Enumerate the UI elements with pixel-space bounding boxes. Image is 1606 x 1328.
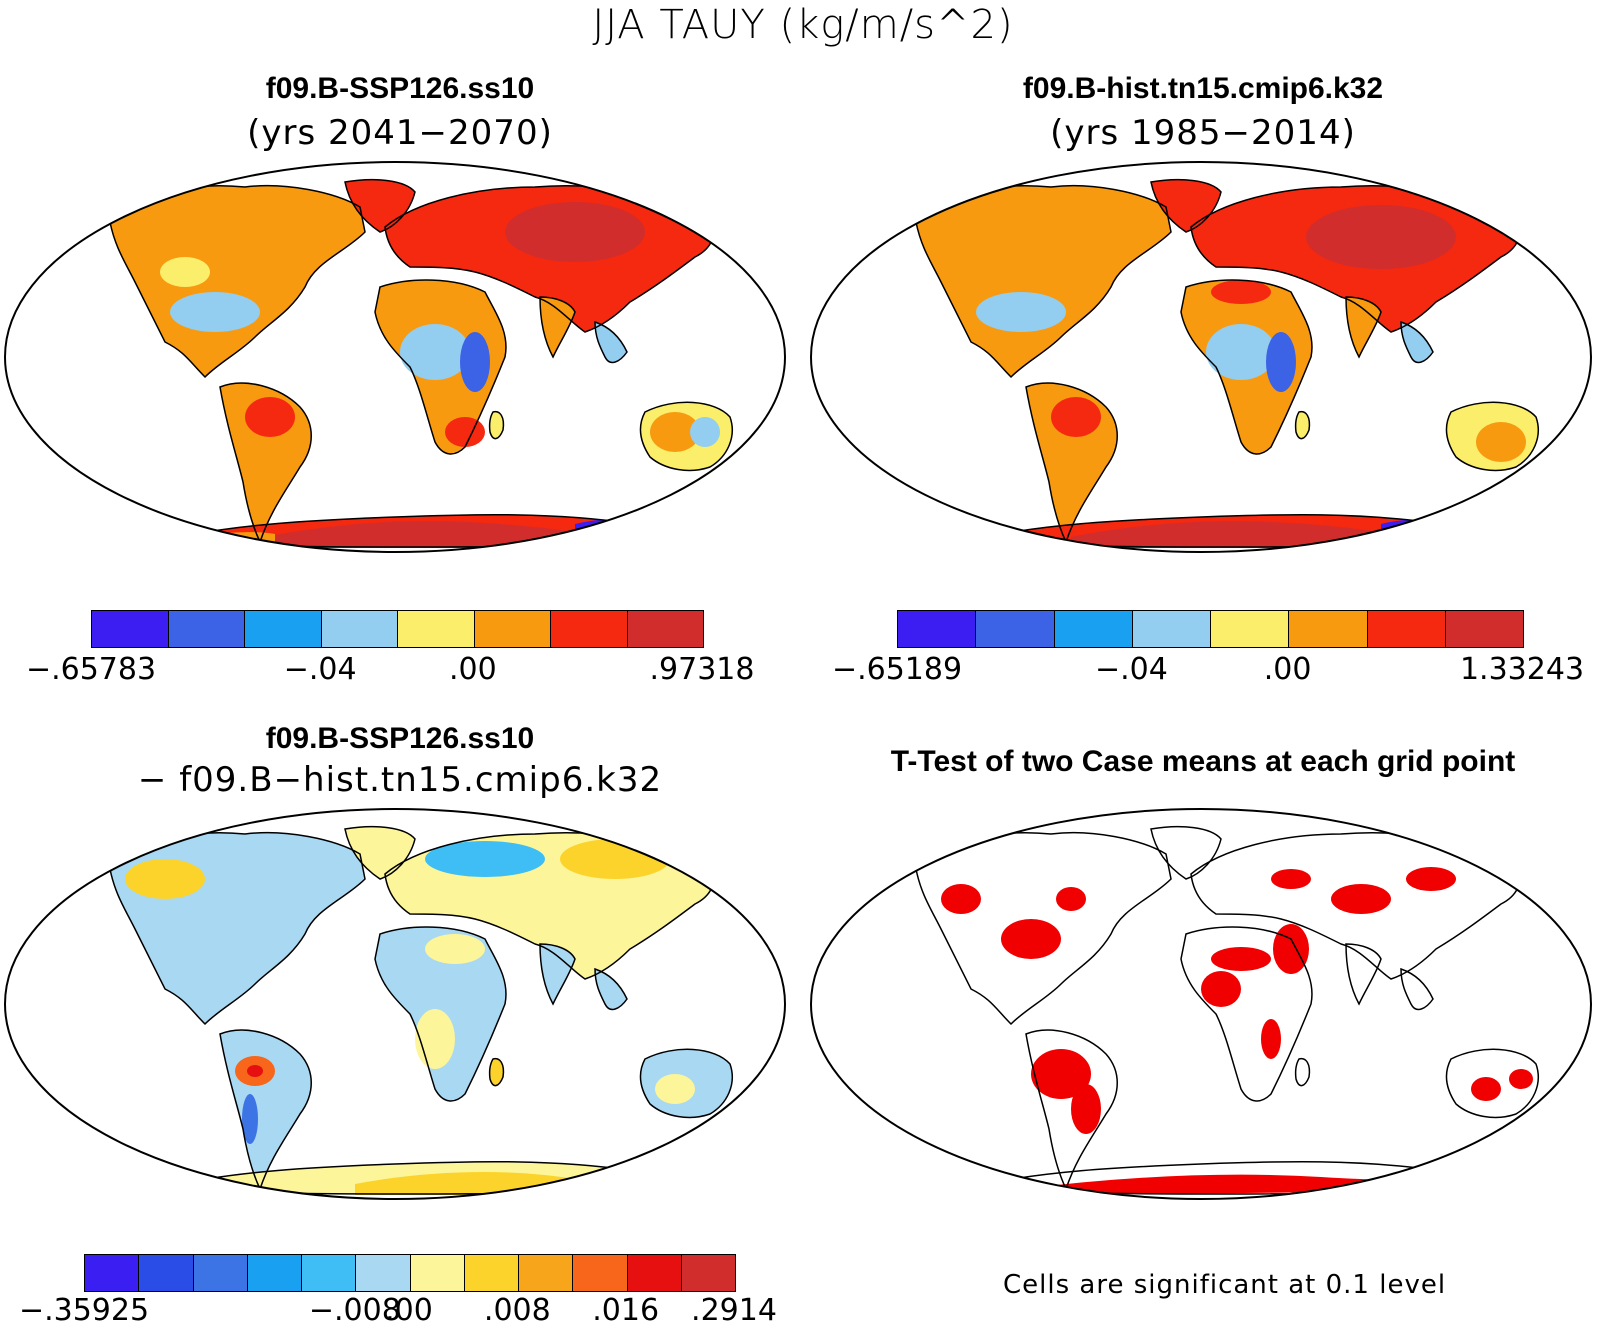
colorbar-label: −.008 (308, 1293, 401, 1328)
colorbar-label: .00 (1263, 652, 1312, 687)
figure-title: JJA TAUY (kg/m/s^2) (592, 2, 1014, 48)
colorbar-swatch (976, 611, 1055, 647)
colorbar-swatch (1054, 611, 1133, 647)
colorbar-label: −.65783 (25, 652, 157, 687)
panel-hist-subtitle: (yrs 1985−2014) (1050, 113, 1356, 153)
colorbar-label: .2914 (691, 1293, 777, 1328)
colorbar-swatch (898, 611, 977, 647)
colorbar-swatch (247, 1255, 302, 1291)
colorbar-swatch (551, 611, 628, 647)
panel-hist-colorbar (897, 610, 1524, 648)
panel-ttest-map (810, 808, 1592, 1200)
colorbar-swatch (168, 611, 245, 647)
colorbar-label: .016 (592, 1293, 660, 1328)
panel-ssp-title: f09.B-SSP126.ss10 (265, 72, 535, 105)
colorbar-label: .00 (449, 652, 497, 687)
colorbar-swatch (464, 1255, 519, 1291)
significance-note: Cells are significant at 0.1 level (1003, 1270, 1447, 1300)
panel-hist-map (810, 161, 1592, 553)
colorbar-swatch (681, 1255, 735, 1291)
colorbar-label: −.65189 (831, 652, 963, 687)
panel-ttest-title: T-Test of two Case means at each grid po… (890, 745, 1516, 778)
colorbar-swatch (302, 1255, 357, 1291)
panel-ssp-map (4, 161, 786, 553)
panel-hist-title: f09.B-hist.tn15.cmip6.k32 (1022, 72, 1384, 105)
colorbar-swatch (1211, 611, 1290, 647)
colorbar-swatch (356, 1255, 411, 1291)
colorbar-swatch (1445, 611, 1523, 647)
colorbar-swatch (245, 611, 322, 647)
colorbar-label: .97318 (649, 652, 755, 687)
panel-ssp-subtitle: (yrs 2041−2070) (247, 113, 553, 153)
colorbar-swatch (1367, 611, 1446, 647)
colorbar-swatch (627, 611, 703, 647)
panel-diff-map (4, 808, 786, 1200)
colorbar-swatch (627, 1255, 682, 1291)
colorbar-swatch (398, 611, 475, 647)
colorbar-label: .00 (385, 1293, 433, 1328)
colorbar-swatch (573, 1255, 628, 1291)
colorbar-label: −.04 (283, 652, 357, 687)
colorbar-swatch (519, 1255, 574, 1291)
panel-diff-colorbar (84, 1254, 736, 1292)
colorbar-label: −.35925 (18, 1293, 150, 1328)
colorbar-swatch (410, 1255, 465, 1291)
panel-diff-title: f09.B-SSP126.ss10 (265, 722, 535, 755)
colorbar-label: 1.33243 (1459, 652, 1585, 687)
colorbar-label: −.04 (1094, 652, 1168, 687)
panel-diff-subtitle: − f09.B−hist.tn15.cmip6.k32 (137, 760, 663, 800)
panel-ssp-colorbar (91, 610, 704, 648)
colorbar-swatch (474, 611, 551, 647)
colorbar-swatch (92, 611, 169, 647)
colorbar-swatch (193, 1255, 248, 1291)
colorbar-swatch (1132, 611, 1211, 647)
colorbar-swatch (85, 1255, 140, 1291)
colorbar-label: .008 (483, 1293, 551, 1328)
colorbar-swatch (139, 1255, 194, 1291)
colorbar-swatch (321, 611, 398, 647)
colorbar-swatch (1289, 611, 1368, 647)
